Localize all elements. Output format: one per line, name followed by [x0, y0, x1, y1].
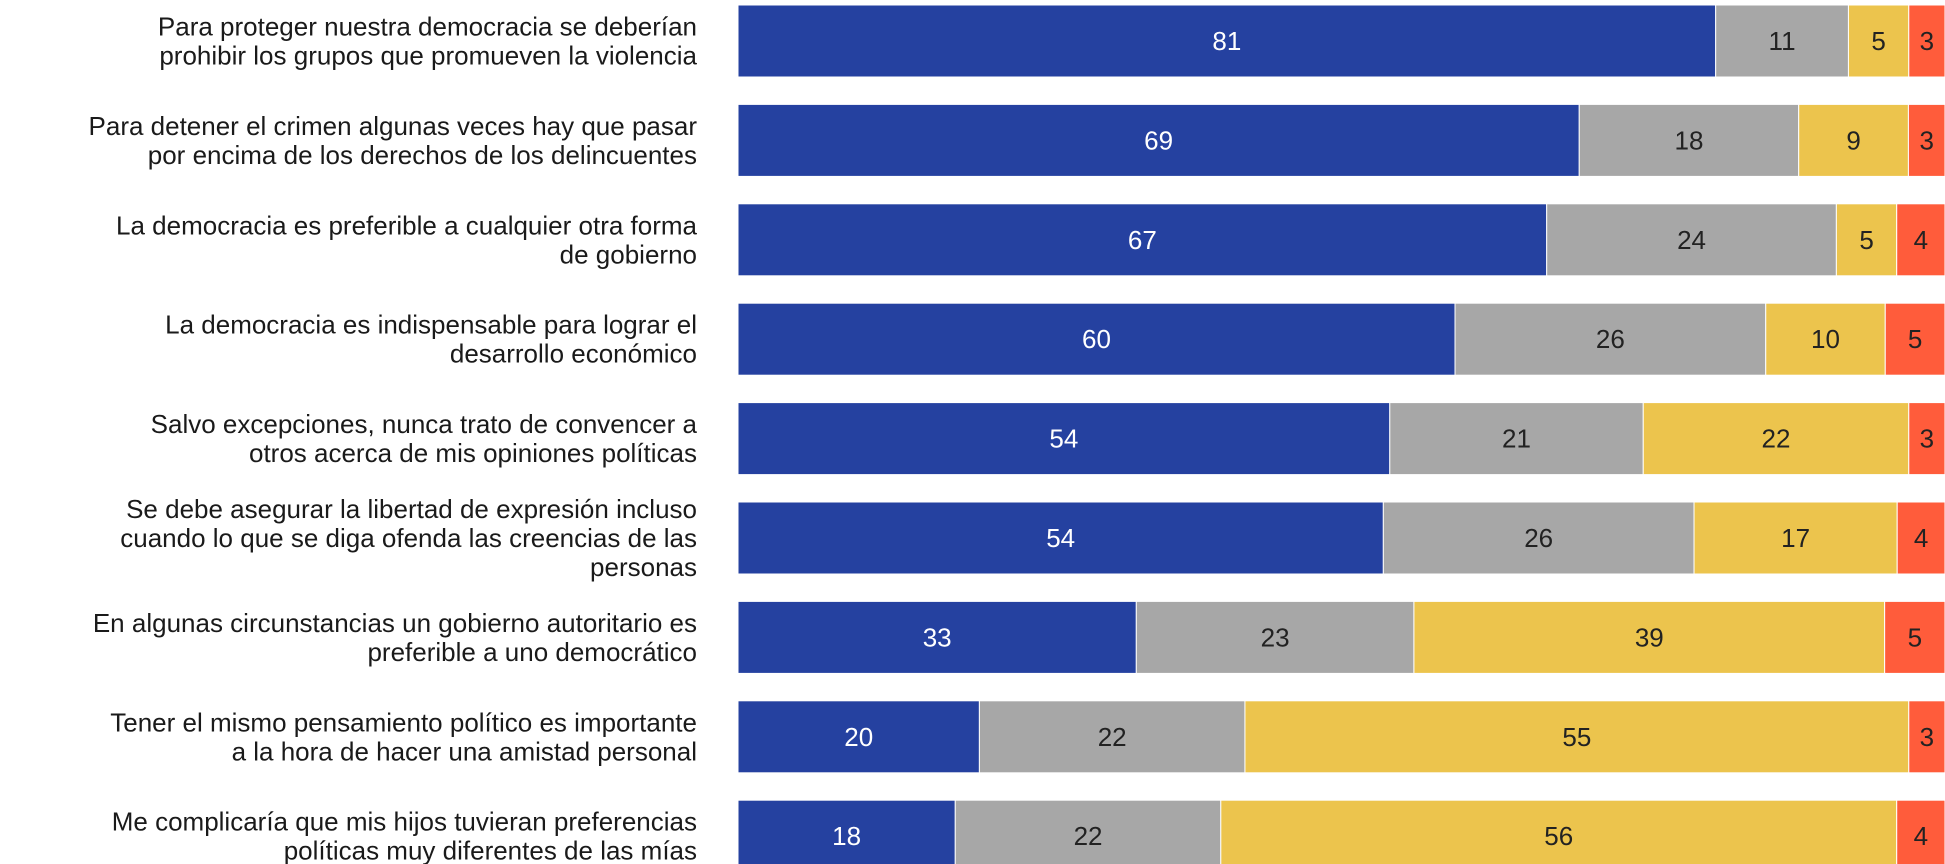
data-label: 5: [1859, 225, 1873, 255]
chart-row: Para proteger nuestra democracia se debe…: [158, 4, 1945, 78]
category-label: Tener el mismo pensamiento político es i…: [110, 707, 697, 766]
bar-segment: [1835, 203, 1898, 277]
category-label: Salvo excepciones, nunca trato de conven…: [151, 409, 698, 468]
bar-segment: [1798, 103, 1909, 177]
data-label: 4: [1914, 523, 1928, 553]
data-label: 22: [1074, 821, 1103, 851]
data-label: 17: [1781, 523, 1810, 553]
data-label: 26: [1596, 324, 1625, 354]
bar-segment: [1578, 103, 1800, 177]
data-label: 3: [1920, 26, 1934, 56]
data-label: 21: [1502, 424, 1531, 454]
data-label: 22: [1762, 424, 1791, 454]
data-label: 67: [1128, 225, 1157, 255]
data-label: 33: [923, 622, 952, 652]
data-label: 23: [1261, 622, 1290, 652]
category-label: En algunas circunstancias un gobierno au…: [93, 608, 697, 667]
bar-segment: [1454, 302, 1767, 376]
bar-segment: [737, 103, 1580, 177]
bar-segment: [737, 600, 1137, 674]
bar-segment: [737, 4, 1717, 78]
bar-segment: [1765, 302, 1886, 376]
bar-segment: [1908, 4, 1945, 78]
data-label: 10: [1811, 324, 1840, 354]
chart-row: Me complicaría que mis hijos tuvieran pr…: [112, 799, 1945, 864]
data-label: 54: [1049, 424, 1078, 454]
data-label: 4: [1914, 821, 1928, 851]
bar-segment: [737, 402, 1391, 476]
category-label: La democracia es indispensable para logr…: [165, 310, 697, 369]
bar-segment: [1389, 402, 1644, 476]
data-label: 22: [1098, 722, 1127, 752]
category-label: Se debe asegurar la libertad de expresió…: [120, 494, 697, 582]
bar-segment: [1908, 402, 1945, 476]
data-label: 60: [1082, 324, 1111, 354]
bar-segment: [1382, 501, 1695, 575]
category-label: Me complicaría que mis hijos tuvieran pr…: [112, 807, 697, 864]
data-label: 4: [1914, 225, 1928, 255]
chart-row: La democracia es preferible a cualquier …: [116, 203, 1945, 277]
bar-segment: [1546, 203, 1837, 277]
data-label: 39: [1635, 622, 1664, 652]
chart-row: Se debe asegurar la libertad de expresió…: [120, 494, 1945, 582]
data-label: 26: [1524, 523, 1553, 553]
data-label: 3: [1920, 424, 1934, 454]
bar-segment: [737, 501, 1384, 575]
data-label: 69: [1144, 125, 1173, 155]
data-label: 20: [844, 722, 873, 752]
bar-segment: [1135, 600, 1415, 674]
bar-segment: [1908, 700, 1945, 774]
category-label: Para proteger nuestra democracia se debe…: [158, 12, 698, 71]
bar-segment: [1642, 402, 1910, 476]
data-label: 54: [1046, 523, 1075, 553]
data-label: 9: [1846, 125, 1860, 155]
data-label: 18: [832, 821, 861, 851]
bar-segment: [1693, 501, 1898, 575]
bar-segment: [1884, 302, 1945, 376]
data-label: 18: [1675, 125, 1704, 155]
category-label: Para detener el crimen algunas veces hay…: [89, 111, 698, 170]
data-label: 56: [1544, 821, 1573, 851]
data-label: 5: [1908, 622, 1922, 652]
data-label: 5: [1908, 324, 1922, 354]
bar-segment: [978, 700, 1246, 774]
category-label: La democracia es preferible a cualquier …: [116, 210, 698, 269]
bar-segment: [1896, 501, 1945, 575]
chart-row: Para detener el crimen algunas veces hay…: [89, 103, 1945, 177]
chart-row: En algunas circunstancias un gobierno au…: [93, 600, 1945, 674]
bar-segment: [1413, 600, 1886, 674]
data-label: 11: [1769, 26, 1796, 56]
bar-segment: [1847, 4, 1910, 78]
bar-segment: [1896, 799, 1945, 864]
data-label: 3: [1920, 722, 1934, 752]
data-label: 24: [1677, 225, 1706, 255]
bar-segment: [1220, 799, 1898, 864]
bar-segment: [737, 799, 956, 864]
bar-segment: [737, 203, 1548, 277]
bar-segment: [1907, 103, 1945, 177]
data-label: 81: [1212, 26, 1241, 56]
chart-row: Tener el mismo pensamiento político es i…: [110, 700, 1945, 774]
bar-segment: [954, 799, 1222, 864]
bar-segment: [1244, 700, 1910, 774]
data-label: 55: [1562, 722, 1591, 752]
chart-row: La democracia es indispensable para logr…: [165, 302, 1945, 376]
bar-segment: [737, 302, 1456, 376]
data-label: 5: [1871, 26, 1885, 56]
chart-row: Salvo excepciones, nunca trato de conven…: [151, 402, 1945, 476]
bar-segment: [1884, 600, 1945, 674]
bar-segment: [1715, 4, 1849, 78]
data-label: 3: [1919, 125, 1933, 155]
